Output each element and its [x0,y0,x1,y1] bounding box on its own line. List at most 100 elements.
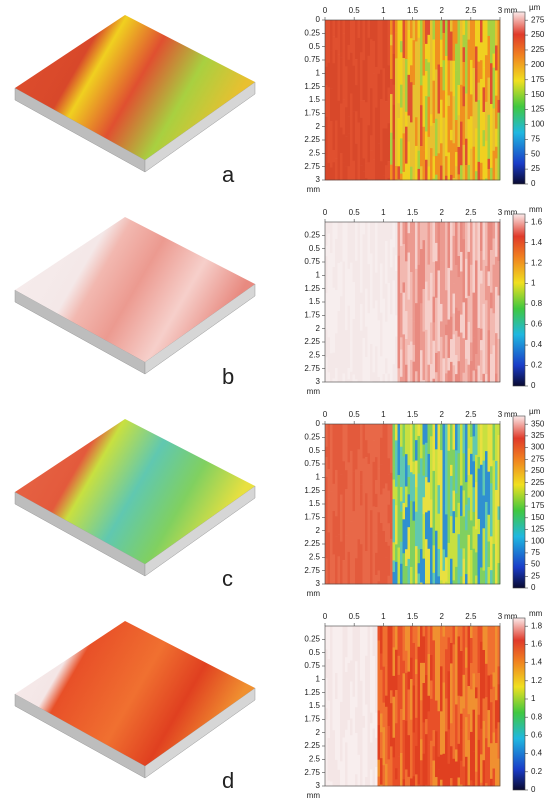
heatmap-cell [415,80,418,118]
heatmap-cell [490,222,493,251]
heatmap-cell [457,174,461,181]
heatmap-cell [490,536,493,571]
heatmap-cell [327,87,331,126]
heatmap-cell [387,20,391,66]
heatmap-cell [402,502,406,520]
heatmap-cell [352,696,356,727]
heatmap-cell [337,556,341,585]
heatmap-cell [417,287,421,337]
heatmap-cell [495,662,498,701]
heatmap-cell [352,626,356,653]
heatmap-cell [332,162,336,181]
heatmap-cell [407,465,411,478]
slab-top [15,419,255,564]
heatmap-cell [385,435,388,484]
heatmap-cell [332,287,336,320]
heatmap-cell [392,318,396,365]
heatmap-cell [435,242,438,262]
heatmap-cell [340,726,343,762]
heatmap-cell [425,20,428,45]
heatmap-cell [485,178,488,181]
heatmap-cell [355,85,358,112]
heatmap-cell [370,723,373,743]
heatmap-cell [357,696,361,708]
heatmap-cell [480,78,483,116]
heatmap-cell [337,461,341,496]
heatmap-cell [430,20,433,60]
heatmap-cell [330,691,333,706]
heatmap-cell [365,272,368,289]
heatmap-cell [345,729,348,743]
colorbar-tick-label: 75 [531,548,540,557]
heatmap-cell [390,626,393,658]
heatmap-cell [337,769,341,787]
heatmap-cell [357,754,361,787]
heatmap-cell [325,66,328,86]
heatmap-cell [427,281,431,301]
heatmap-cell [365,550,368,581]
heatmap-cell [490,308,493,355]
heatmap-cell [495,45,498,71]
heatmap-cell [377,640,381,665]
heatmap-cell [412,474,416,502]
heatmap-cell [422,75,426,109]
y-tick-label: 1.75 [304,108,320,117]
colorbar-tick-label: 200 [531,490,545,499]
heatmap-cell [362,121,366,159]
heatmap-cell [347,504,351,553]
heatmap-cell [355,469,358,509]
heatmap-cell [360,470,363,485]
heatmap-cell [477,268,481,307]
heatmap-cell [417,657,421,701]
heatmap-cell [360,261,363,293]
heatmap-cell [427,264,431,282]
heatmap-cell [357,659,361,697]
heatmap-cell [395,768,398,780]
heatmap-cell [445,324,448,336]
heatmap-cell [427,695,431,712]
heatmap-cell [402,424,406,457]
colorbar-tick-label: 250 [531,30,545,39]
heatmap-cell [422,108,426,128]
heatmap-cell [470,436,473,455]
heatmap-cell [372,20,376,42]
heatmap-cell [492,460,496,507]
heatmap-cell [487,691,491,711]
heatmap-cell [392,20,396,55]
heatmap-cell [372,506,376,556]
heatmap-cell [345,535,348,548]
heatmap-cell [480,525,483,539]
heatmap-cell [470,550,473,585]
colorbar-tick-label: 25 [531,571,540,580]
heatmap-cell [422,444,426,476]
heatmap-cell [477,626,481,674]
heatmap-cell [387,545,391,577]
heatmap-cell [355,424,358,470]
heatmap-cell [487,222,491,272]
heatmap-cell [452,626,456,645]
heatmap-cell [417,744,421,785]
heatmap-cell [325,649,328,679]
heatmap-cell [482,649,486,684]
heatmap-cell [480,328,483,341]
heatmap-cell [335,333,338,369]
heatmap-cell [482,20,486,68]
heatmap-cell [392,222,396,248]
heatmap-cell [400,446,403,488]
heatmap-cell [345,107,348,118]
heatmap-cell [482,303,486,355]
heatmap-cell [380,99,383,149]
heatmap-cell [415,117,418,147]
heatmap-cell [357,269,361,310]
heatmap-cell [367,514,371,563]
heatmap-cell [325,222,328,246]
heatmap-cell [390,538,393,585]
heatmap-cell [350,660,353,682]
heatmap-cell [410,38,413,66]
heatmap-cell [397,222,401,257]
heatmap-cell [412,685,416,733]
heatmap-cell [425,494,428,513]
heatmap-cell [417,70,421,107]
heatmap-cell [400,563,403,585]
y-unit: mm [307,589,321,598]
